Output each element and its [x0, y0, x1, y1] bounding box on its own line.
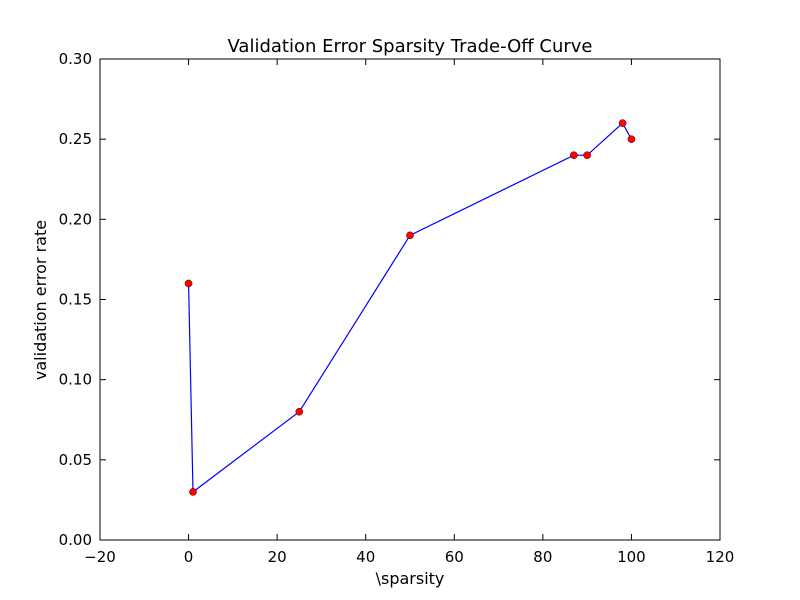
series-line — [187, 122, 632, 494]
x-tick-label: 80 — [533, 548, 552, 566]
x-tick-label: 60 — [445, 548, 464, 566]
data-point — [570, 151, 578, 159]
data-point — [627, 135, 636, 143]
y-tick-label: 0.05 — [59, 451, 92, 469]
x-tick-label: 40 — [356, 548, 375, 566]
y-tick-label: 0.20 — [59, 210, 92, 228]
data-point — [618, 119, 627, 127]
x-tick-label: −20 — [84, 548, 116, 566]
data-point — [583, 151, 591, 159]
data-point — [189, 488, 197, 496]
data-point — [295, 407, 304, 416]
y-tick-label: 0.30 — [59, 50, 92, 68]
x-tick-label: 0 — [184, 548, 194, 566]
x-tick-label: 100 — [617, 548, 646, 566]
x-tick-label: 20 — [268, 548, 287, 566]
plot-area: −20 0 20 40 60 80 100 120 0.00 0.05 0.10 0.15 0.20 0.… — [59, 50, 735, 566]
chart-title: Validation Error Sparsity Trade-Off Curv… — [228, 36, 593, 57]
data-point — [406, 231, 414, 240]
axes-frame — [99, 58, 721, 541]
x-axis-label: \sparsity — [376, 569, 445, 588]
y-tick-label: 0.25 — [59, 130, 92, 148]
y-tick-label: 0.15 — [59, 291, 92, 309]
data-point — [184, 279, 193, 288]
y-axis-label: validation error rate — [31, 220, 50, 380]
y-tick-label: 0.10 — [59, 371, 92, 389]
x-tick-label: 120 — [706, 548, 735, 566]
y-tick-label: 0.00 — [59, 531, 92, 549]
